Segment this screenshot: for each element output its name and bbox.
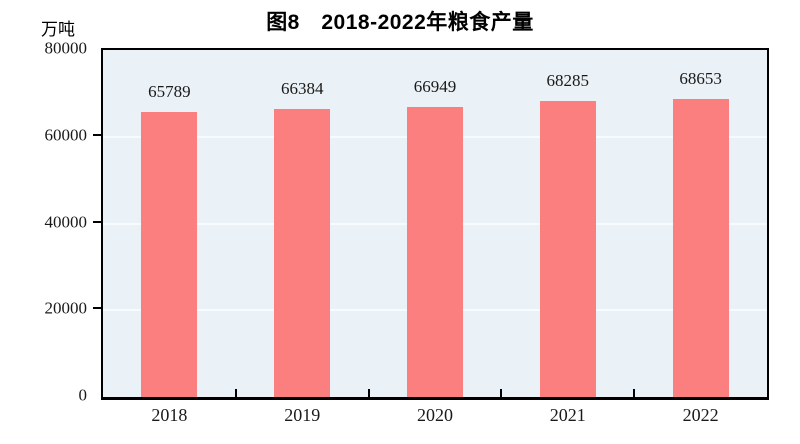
x-axis-tick-label: 2020 <box>417 405 453 425</box>
y-axis-tick <box>93 307 101 310</box>
y-axis-tick-label: 20000 <box>44 298 88 318</box>
bar-value-label: 68653 <box>679 69 722 89</box>
bar <box>141 111 198 397</box>
bar-value-label: 66384 <box>280 79 324 99</box>
y-axis-tick <box>93 220 101 223</box>
plot-area: 65789 66384 66949 68285 68653 <box>101 48 769 400</box>
bar-value-label: 65789 <box>148 81 191 101</box>
x-axis-tick <box>367 389 370 397</box>
bar <box>274 109 331 397</box>
bar <box>539 100 596 397</box>
x-axis-tick-labels: 2018 2019 2020 2021 2022 <box>101 406 769 430</box>
bar-value-label: 68285 <box>546 70 590 90</box>
bar <box>672 99 729 397</box>
chart-title: 图8 2018-2022年粮食产量 <box>266 11 534 34</box>
x-axis-tick-label: 2019 <box>284 405 321 425</box>
x-axis-tick-label: 2021 <box>549 405 586 425</box>
x-axis-tick <box>633 389 636 397</box>
x-axis-tick <box>500 389 503 397</box>
x-axis-tick-label: 2018 <box>151 405 188 425</box>
x-axis-tick <box>234 389 237 397</box>
y-axis-tick <box>93 133 101 136</box>
y-axis-tick-label: 80000 <box>44 38 88 58</box>
y-axis-tick-label: 60000 <box>44 125 88 145</box>
y-axis-tick-label: 40000 <box>44 212 88 231</box>
bar-value-label: 66949 <box>413 76 457 96</box>
y-axis-unit-label: 万吨 <box>41 20 75 39</box>
y-axis-tick-labels: 0 20000 40000 60000 80000 <box>0 40 101 404</box>
y-axis-ticks <box>93 48 101 395</box>
y-axis-tick-label: 0 <box>78 385 88 405</box>
x-axis-tick-label: 2022 <box>682 405 719 425</box>
bar <box>407 106 463 397</box>
